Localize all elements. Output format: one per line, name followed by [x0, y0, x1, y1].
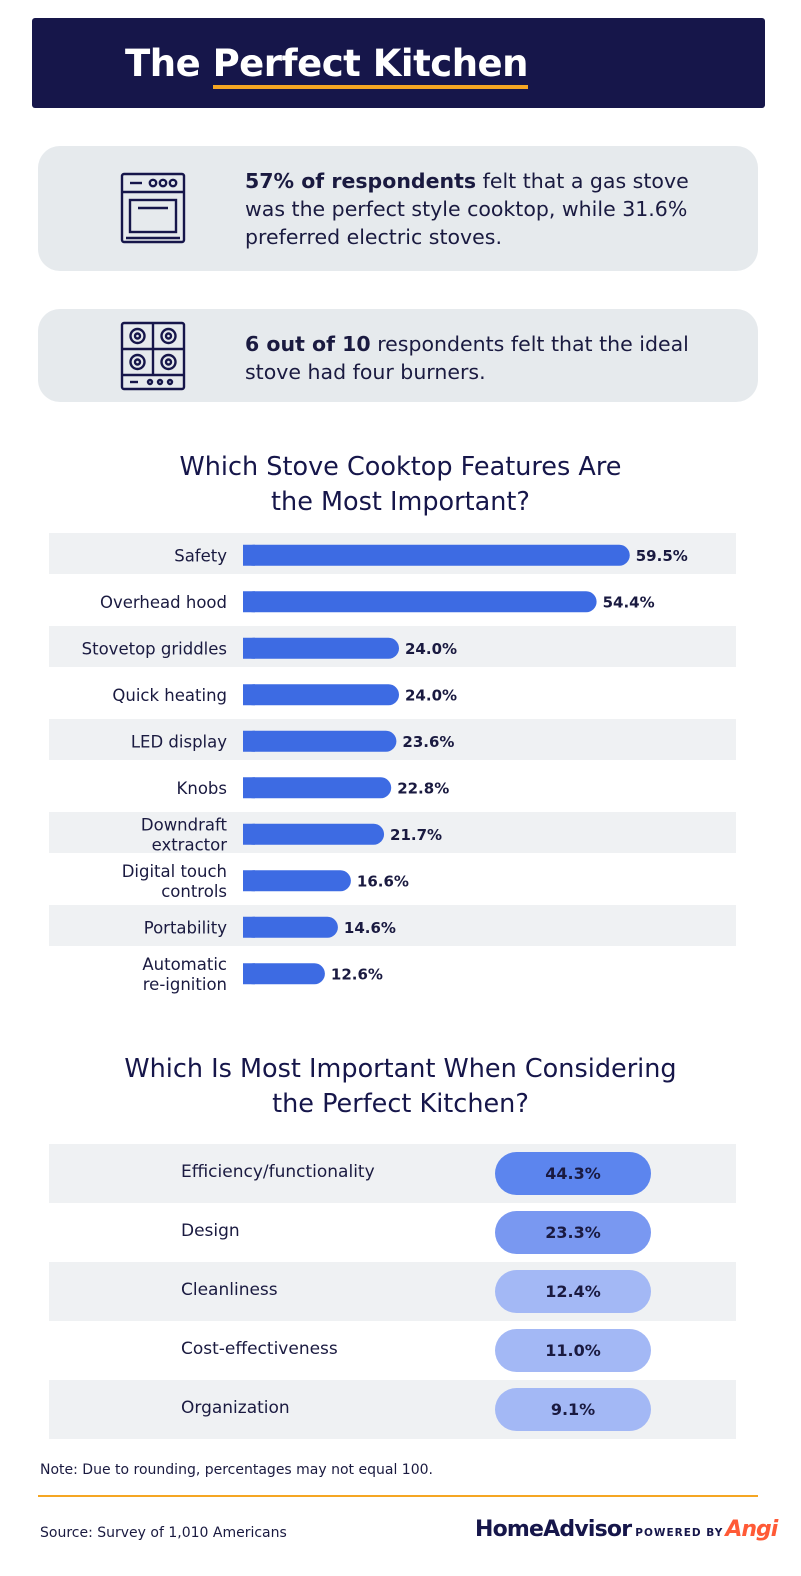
header-banner: The Perfect Kitchen	[32, 18, 765, 108]
bar-base	[243, 684, 255, 706]
bar	[243, 730, 397, 752]
table-row: Cleanliness 12.4%	[49, 1262, 736, 1321]
chart-title-line: the Most Important?	[271, 487, 530, 517]
powered-by-text: POWERED BY	[635, 1527, 724, 1539]
brand-logo: HomeAdvisor POWERED BYAngi	[475, 1517, 778, 1542]
bar-base	[243, 730, 255, 752]
category-label: Safety	[174, 546, 227, 565]
row-label: Cleanliness	[181, 1280, 278, 1300]
bar-chart: Safety 59.5% Overhead hood 54.4% Stovetop gr…	[49, 533, 736, 994]
bar-base	[243, 591, 255, 613]
footnote: Note: Due to rounding, percentages may n…	[40, 1462, 433, 1478]
bar	[243, 963, 325, 985]
row-label: Cost-effectiveness	[181, 1339, 338, 1359]
table-row: Cost-effectiveness 11.0%	[49, 1321, 736, 1380]
chart-title-line: Which Stove Cooktop Features Are	[179, 452, 622, 482]
fact-highlight: 6 out of 10	[245, 332, 371, 356]
bar	[243, 870, 351, 892]
data-label: 16.6%	[357, 872, 409, 890]
fact-card-gas-stove: 57% of respondents felt that a gas stove…	[38, 146, 758, 271]
table-title: Which Is Most Important When Considering…	[0, 1052, 801, 1122]
homeadvisor-logo: HomeAdvisor	[475, 1517, 632, 1542]
value-pill: 9.1%	[495, 1388, 651, 1431]
table-row: Design 23.3%	[49, 1203, 736, 1262]
source-text: Source: Survey of 1,010 Americans	[40, 1525, 287, 1541]
data-label: 14.6%	[344, 919, 396, 937]
data-label: 59.5%	[636, 547, 688, 565]
value-pill: 12.4%	[495, 1270, 651, 1313]
category-label: Knobs	[177, 779, 227, 798]
bar	[243, 684, 399, 706]
row-stripe	[49, 905, 736, 946]
row-label: Efficiency/functionality	[181, 1162, 375, 1182]
category-label: Portability	[144, 918, 228, 937]
value-pill: 23.3%	[495, 1211, 651, 1254]
bar-base	[243, 637, 255, 659]
category-label: Quick heating	[112, 686, 227, 705]
row-stripe	[49, 812, 736, 853]
fact-highlight: 57% of respondents	[245, 169, 477, 193]
bar-base	[243, 823, 255, 845]
data-label: 54.4%	[603, 593, 655, 611]
bar-base	[243, 777, 255, 799]
category-label: LED display	[131, 732, 227, 751]
title-highlight: Perfect Kitchen	[212, 42, 528, 89]
category-label: Digital touch controls	[122, 862, 227, 901]
fact-text: 57% of respondents felt that a gas stove…	[245, 167, 715, 251]
category-label: Stovetop griddles	[82, 639, 227, 658]
angi-logo: Angi	[725, 1517, 778, 1542]
fact-body: felt that a gas stove was the perfect st…	[245, 169, 689, 249]
table-title-line: the Perfect Kitchen?	[272, 1089, 529, 1119]
data-label: 24.0%	[405, 640, 457, 658]
category-label: Overhead hood	[100, 593, 227, 612]
fact-card-burners: 6 out of 10 respondents felt that the id…	[38, 309, 758, 402]
fact-text: 6 out of 10 respondents felt that the id…	[245, 330, 715, 386]
bar	[243, 777, 392, 799]
fact-body: respondents felt that the ideal stove ha…	[245, 332, 689, 384]
category-label: Downdraft extractor	[141, 815, 228, 854]
row-label: Design	[181, 1221, 240, 1241]
data-label: 22.8%	[397, 779, 449, 797]
bar	[243, 637, 399, 659]
bar-base	[243, 916, 255, 938]
data-label: 21.7%	[390, 826, 442, 844]
table-title-line: Which Is Most Important When Considering	[124, 1054, 677, 1084]
table-row: Efficiency/functionality 44.3%	[49, 1144, 736, 1203]
page-title: The Perfect Kitchen	[125, 42, 528, 89]
bar	[243, 916, 338, 938]
table-row: Organization 9.1%	[49, 1380, 736, 1439]
chart-title: Which Stove Cooktop Features Are the Mos…	[0, 450, 801, 520]
data-label: 23.6%	[402, 733, 454, 751]
category-label: Automatic re-ignition	[142, 955, 227, 994]
bar	[243, 591, 597, 613]
data-label: 12.6%	[331, 965, 383, 983]
row-label: Organization	[181, 1398, 290, 1418]
importance-table: Efficiency/functionality 44.3% Design 23…	[49, 1144, 736, 1439]
value-pill: 11.0%	[495, 1329, 651, 1372]
bar	[243, 823, 385, 845]
data-label: 24.0%	[405, 686, 457, 704]
title-prefix: The	[125, 42, 213, 85]
footer-divider	[38, 1495, 758, 1497]
bar-base	[243, 870, 255, 892]
bar-base	[243, 544, 255, 566]
value-pill: 44.3%	[495, 1152, 651, 1195]
oven-icon	[120, 172, 186, 244]
bar	[243, 544, 630, 566]
bar-base	[243, 963, 255, 985]
cooktop-burners-icon	[120, 321, 186, 391]
